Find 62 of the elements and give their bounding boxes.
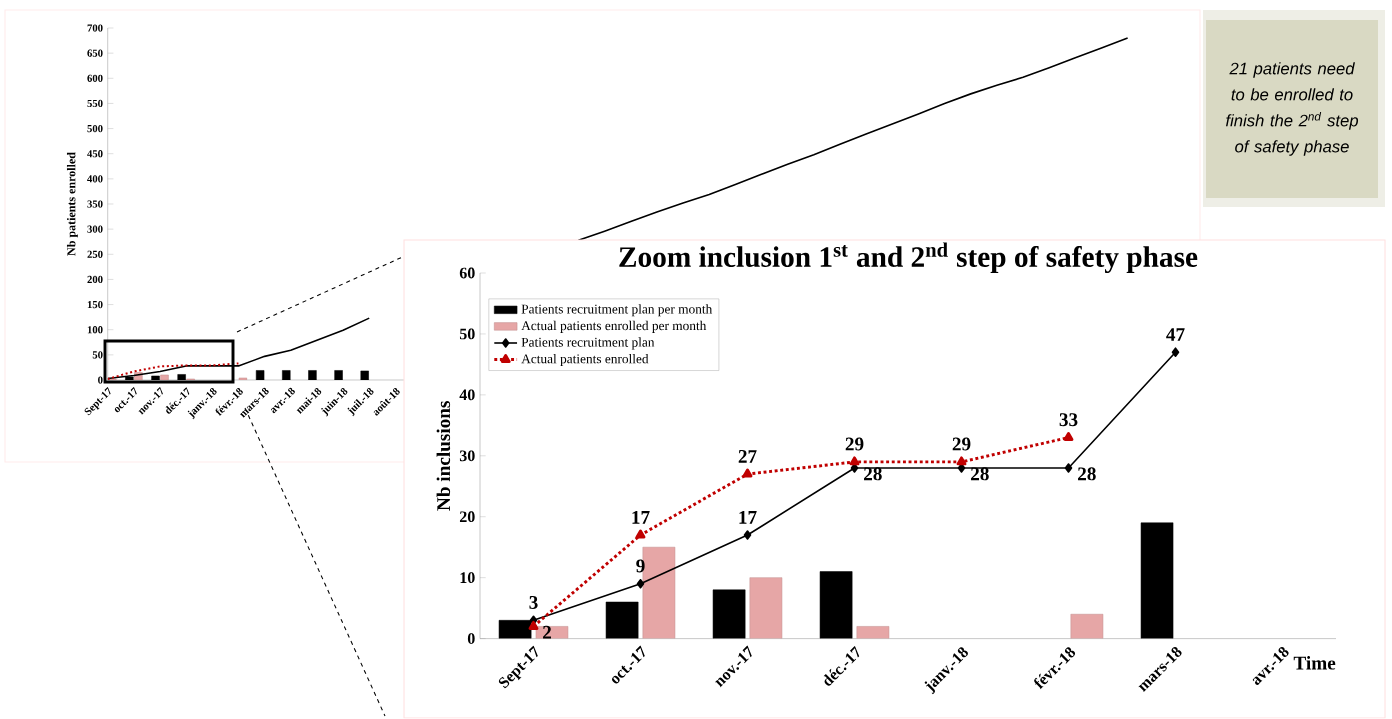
data-label: 28 bbox=[971, 467, 989, 481]
y-tick-label: 100 bbox=[87, 326, 103, 334]
y-tick-label: 200 bbox=[87, 276, 103, 284]
y-tick-label: 600 bbox=[87, 74, 103, 83]
y-tick-label: 300 bbox=[87, 225, 103, 233]
point bbox=[1063, 432, 1074, 442]
data-label: 28 bbox=[864, 467, 882, 481]
y-axis-title: Nb inclusions bbox=[436, 401, 451, 511]
legend-label: Patients recruitment plan bbox=[521, 337, 655, 350]
point bbox=[1064, 463, 1073, 474]
y-tick-label: 50 bbox=[459, 328, 475, 340]
y-tick-label: 350 bbox=[87, 200, 103, 208]
y-tick-label: 20 bbox=[459, 511, 475, 523]
data-label: 27 bbox=[738, 450, 757, 463]
y-tick-label: 30 bbox=[459, 450, 475, 462]
y-tick-label: 500 bbox=[87, 125, 103, 133]
y-axis-title: Nb patients enrolled bbox=[66, 152, 78, 256]
y-tick-label: 0 bbox=[98, 376, 103, 384]
point bbox=[528, 621, 539, 631]
point bbox=[1171, 347, 1180, 358]
data-label: 33 bbox=[1059, 413, 1078, 427]
point bbox=[849, 456, 860, 466]
y-tick-label: 0 bbox=[467, 633, 475, 645]
bar bbox=[856, 626, 890, 639]
legend-label: Actual patients enrolled per month bbox=[521, 321, 707, 334]
y-tick-label: 10 bbox=[460, 572, 475, 584]
line-series bbox=[107, 362, 240, 381]
y-tick-label: 50 bbox=[92, 351, 103, 359]
y-tick-label: 400 bbox=[87, 175, 103, 183]
legend-label: Actual patients enrolled bbox=[521, 354, 649, 367]
data-label: 17 bbox=[739, 511, 757, 524]
bar bbox=[1140, 522, 1174, 639]
data-label: 47 bbox=[1166, 328, 1185, 342]
text: 21 patients need to be enrolled to finish the 2$^{nd}$ step of safety phase bbox=[1226, 62, 1359, 156]
x-axis-title: Time bbox=[1293, 656, 1336, 670]
bar bbox=[712, 589, 746, 639]
y-tick-label: 250 bbox=[87, 250, 103, 259]
data-label: 3 bbox=[529, 596, 538, 610]
data-label: 28 bbox=[1078, 467, 1096, 481]
y-tick-label: 40 bbox=[459, 389, 475, 401]
legend-label: Patients recruitment plan per month bbox=[521, 304, 713, 317]
data-label: 29 bbox=[845, 437, 864, 451]
chart-title: Zoom inclusion 1$^{st}$ and 2$^{nd}$ step of safety phase bbox=[619, 242, 1198, 274]
point bbox=[956, 456, 967, 466]
y-tick-label: 60 bbox=[459, 267, 475, 279]
bar bbox=[605, 602, 639, 639]
point bbox=[743, 530, 752, 541]
data-label: 9 bbox=[636, 559, 645, 573]
data-label: 2 bbox=[543, 626, 551, 639]
y-tick-label: 450 bbox=[87, 150, 103, 158]
point bbox=[742, 468, 753, 478]
point bbox=[635, 529, 646, 539]
y-tick-label: 550 bbox=[87, 100, 103, 108]
bar bbox=[749, 577, 783, 639]
y-tick-label: 650 bbox=[87, 49, 103, 57]
bar bbox=[819, 571, 853, 639]
y-tick-label: 150 bbox=[87, 301, 103, 309]
y-tick-label: 700 bbox=[87, 24, 103, 32]
bar bbox=[1070, 614, 1104, 639]
data-label: 17 bbox=[632, 511, 650, 524]
point bbox=[636, 579, 645, 589]
data-label: 29 bbox=[952, 437, 971, 451]
